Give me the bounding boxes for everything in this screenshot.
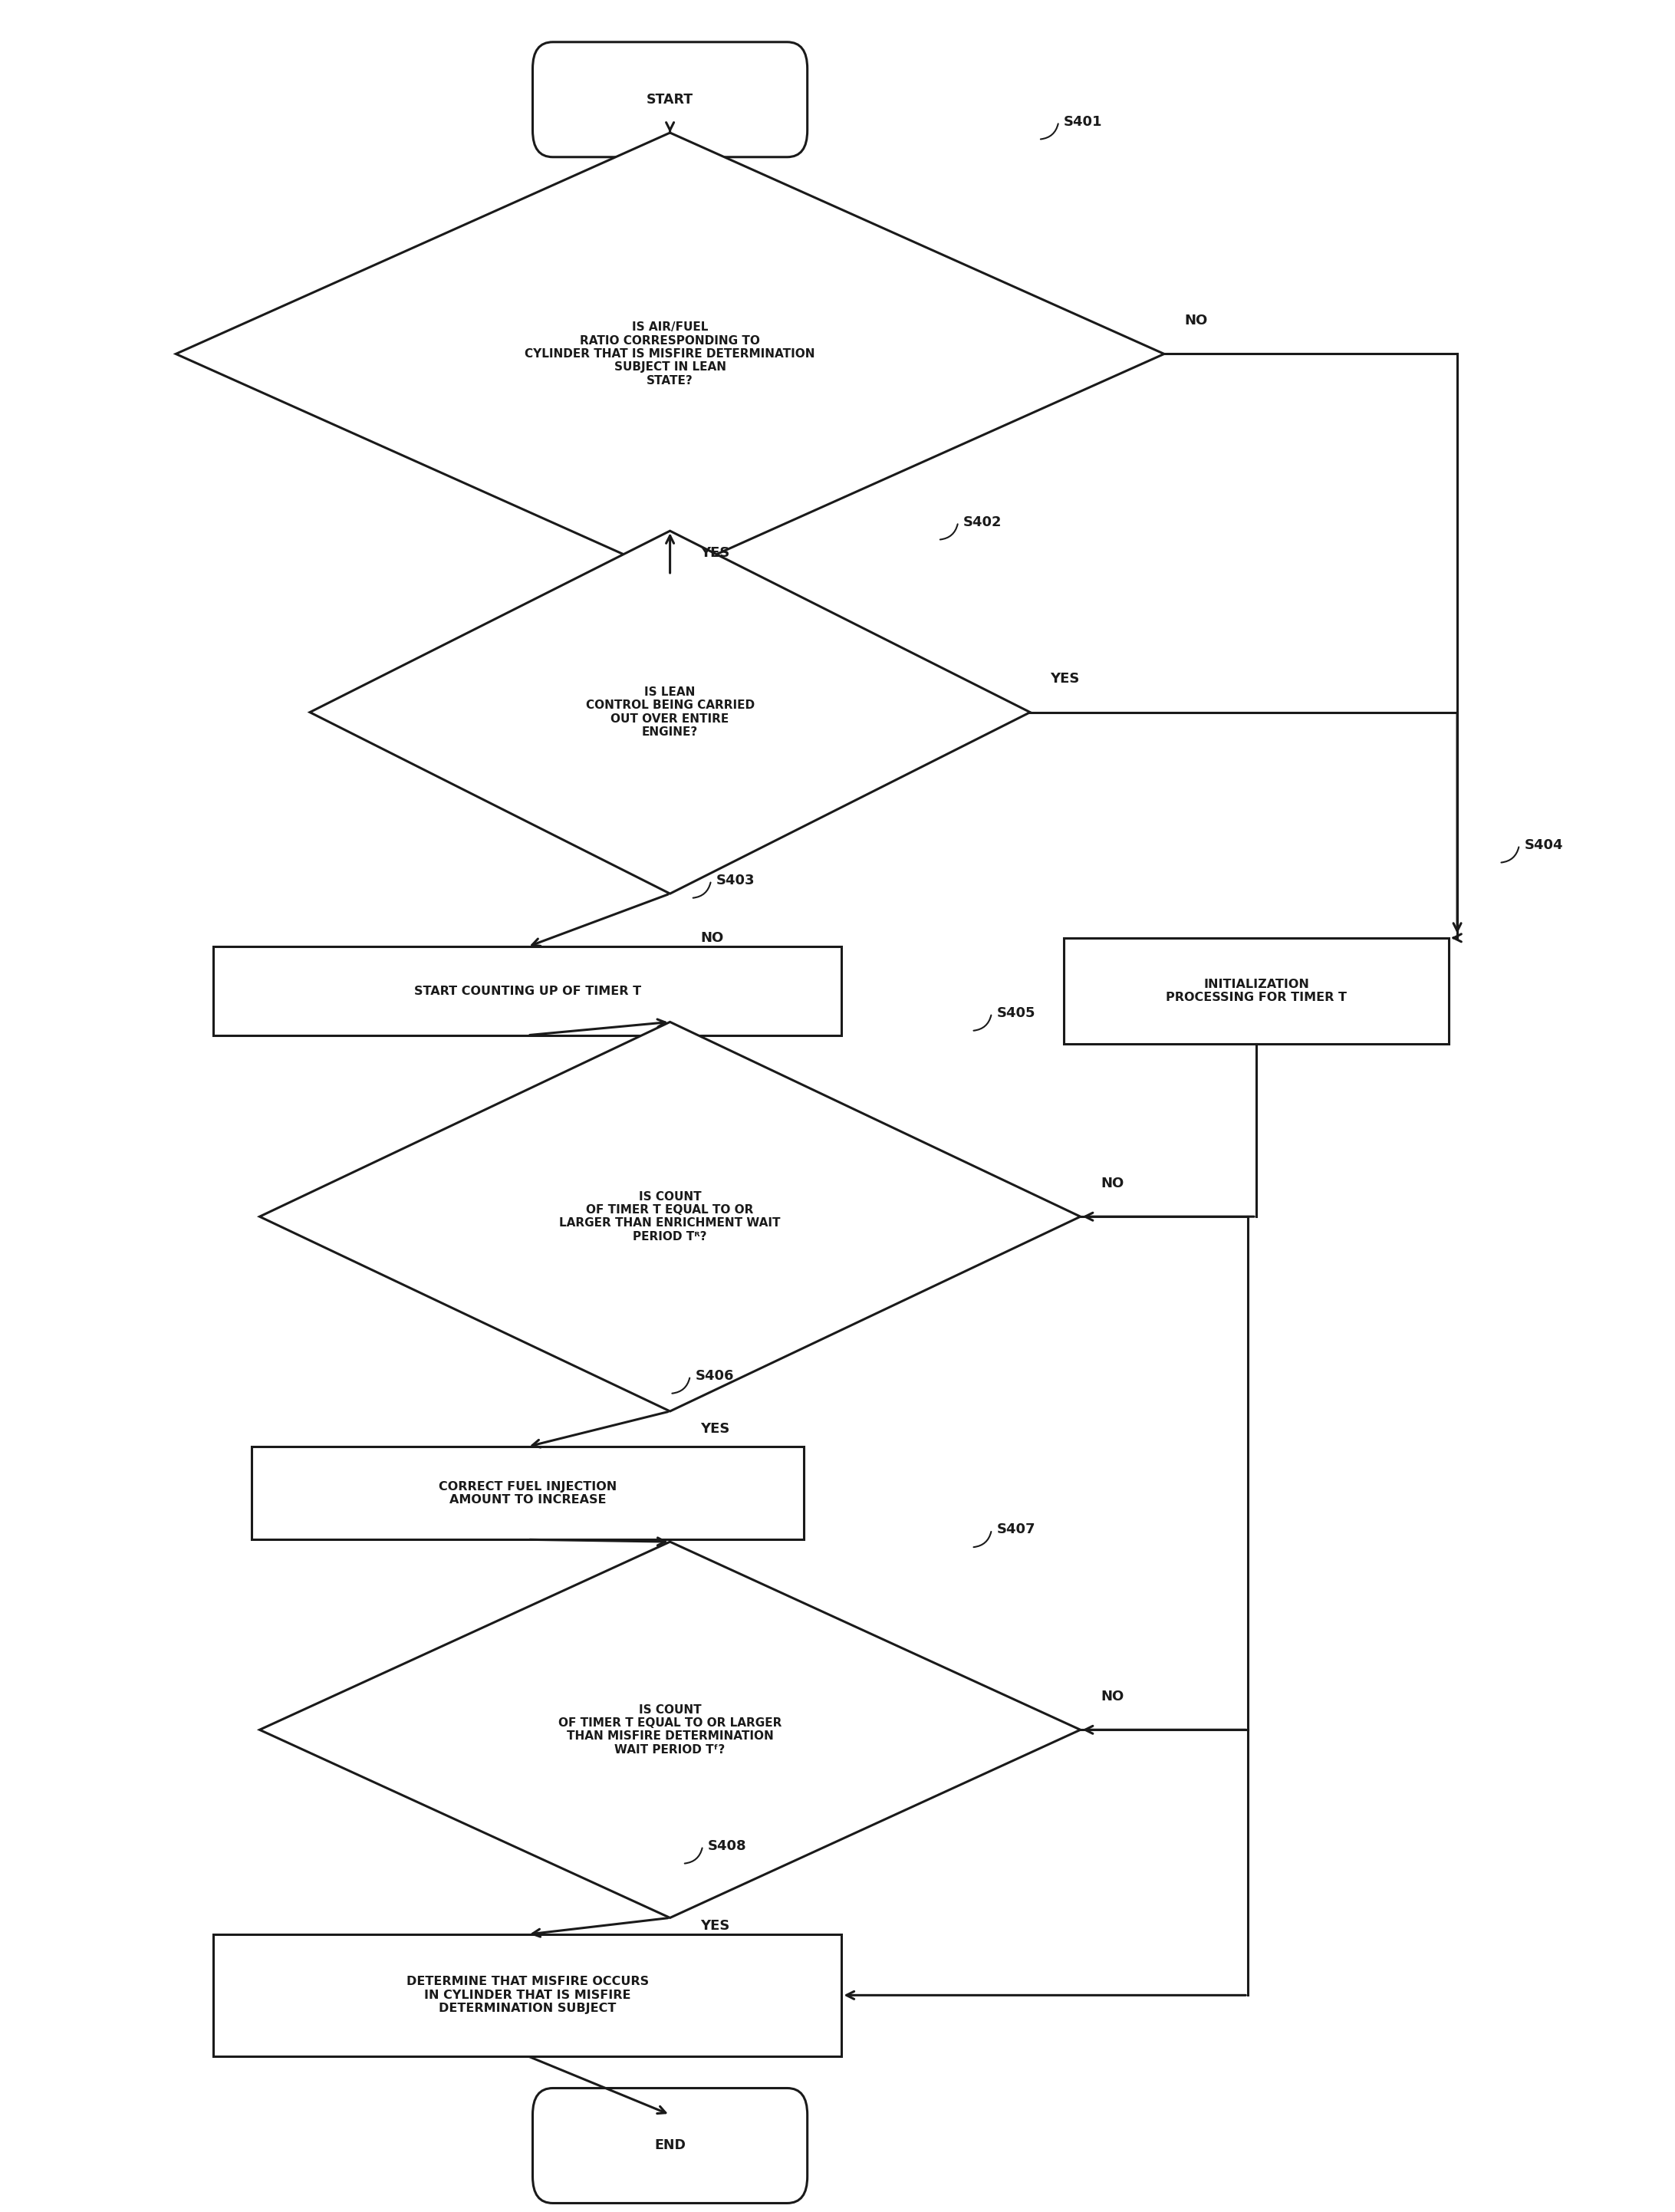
Text: S402: S402 — [963, 515, 1002, 529]
Text: DETERMINE THAT MISFIRE OCCURS
IN CYLINDER THAT IS MISFIRE
DETERMINATION SUBJECT: DETERMINE THAT MISFIRE OCCURS IN CYLINDE… — [407, 1975, 648, 2015]
Text: CORRECT FUEL INJECTION
AMOUNT TO INCREASE: CORRECT FUEL INJECTION AMOUNT TO INCREAS… — [439, 1480, 616, 1506]
Polygon shape — [310, 531, 1030, 894]
Text: IS COUNT
OF TIMER T EQUAL TO OR LARGER
THAN MISFIRE DETERMINATION
WAIT PERIOD Tᶠ: IS COUNT OF TIMER T EQUAL TO OR LARGER T… — [558, 1703, 782, 1756]
Bar — [214, 1933, 841, 2057]
FancyBboxPatch shape — [533, 2088, 807, 2203]
Text: START: START — [647, 93, 693, 106]
Text: NO: NO — [1184, 314, 1208, 327]
Polygon shape — [260, 1022, 1080, 1411]
Text: YES: YES — [1050, 672, 1080, 686]
Text: START COUNTING UP OF TIMER T: START COUNTING UP OF TIMER T — [414, 984, 642, 998]
Text: S401: S401 — [1064, 115, 1102, 128]
FancyBboxPatch shape — [533, 42, 807, 157]
Text: YES: YES — [700, 1422, 730, 1436]
Text: YES: YES — [700, 546, 730, 560]
Text: S407: S407 — [997, 1522, 1035, 1537]
Bar — [214, 947, 841, 1035]
Bar — [1064, 938, 1449, 1044]
Text: IS AIR/FUEL
RATIO CORRESPONDING TO
CYLINDER THAT IS MISFIRE DETERMINATION
SUBJEC: IS AIR/FUEL RATIO CORRESPONDING TO CYLIN… — [524, 321, 816, 387]
Text: IS LEAN
CONTROL BEING CARRIED
OUT OVER ENTIRE
ENGINE?: IS LEAN CONTROL BEING CARRIED OUT OVER E… — [586, 686, 754, 739]
Text: S406: S406 — [695, 1369, 734, 1382]
Text: INITIALIZATION
PROCESSING FOR TIMER T: INITIALIZATION PROCESSING FOR TIMER T — [1166, 978, 1347, 1004]
Text: S403: S403 — [717, 874, 755, 887]
Text: NO: NO — [1100, 1690, 1124, 1703]
Text: S404: S404 — [1524, 838, 1563, 852]
Bar — [251, 1447, 804, 1540]
Polygon shape — [260, 1542, 1080, 1918]
Text: S405: S405 — [997, 1006, 1035, 1020]
Text: S408: S408 — [707, 1838, 747, 1854]
Text: NO: NO — [700, 931, 724, 945]
Text: IS COUNT
OF TIMER T EQUAL TO OR
LARGER THAN ENRICHMENT WAIT
PERIOD Tᴿ?: IS COUNT OF TIMER T EQUAL TO OR LARGER T… — [559, 1190, 781, 1243]
Text: END: END — [655, 2139, 685, 2152]
Text: NO: NO — [1100, 1177, 1124, 1190]
Text: YES: YES — [700, 1920, 730, 1933]
Polygon shape — [176, 133, 1164, 575]
